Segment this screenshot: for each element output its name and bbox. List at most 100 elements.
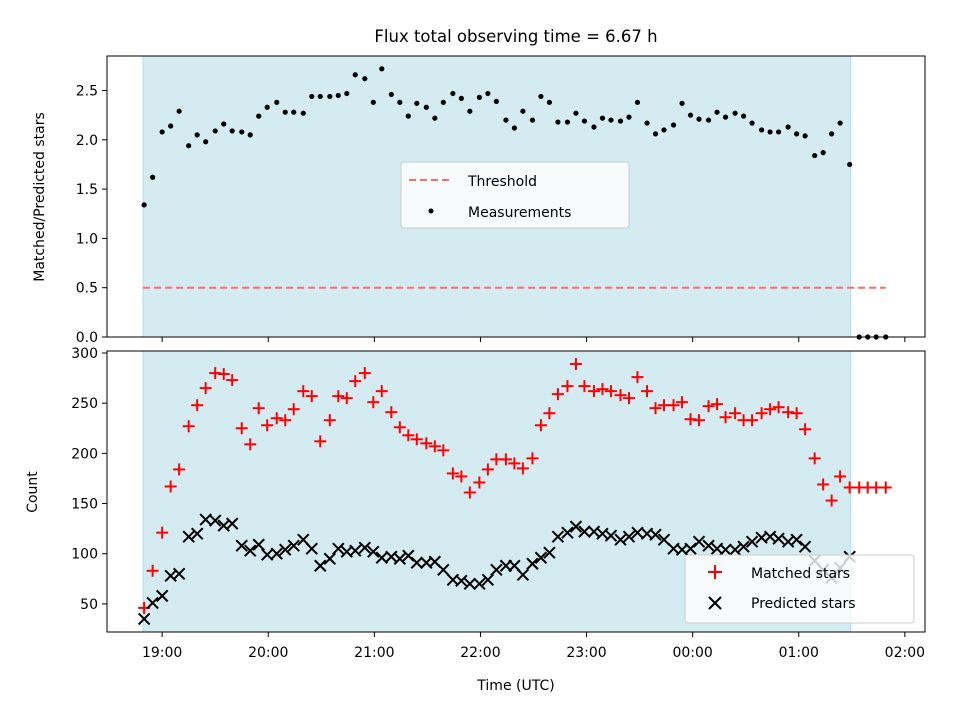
predicted-star-point-b	[190, 527, 204, 540]
predicted-star-point	[702, 539, 715, 552]
matched-star-point	[287, 403, 300, 416]
predicted-star-point-b	[657, 533, 671, 546]
predicted-star-point	[393, 552, 407, 565]
measurement-point	[485, 90, 491, 97]
matched-star-point	[641, 385, 654, 398]
predicted-star-point-b	[410, 556, 424, 569]
bottom-x-ticks: 19:00 20:00 21:00 22:00 23:00 00:00 01:00 02:00	[142, 632, 925, 661]
measurement-point	[634, 99, 641, 105]
measurement-point	[168, 123, 174, 129]
predicted-star-point-b	[463, 577, 477, 591]
measurement-point	[450, 90, 456, 97]
matched-star-point	[834, 470, 847, 483]
predicted-star-point	[772, 532, 785, 545]
matched-star-point	[499, 453, 512, 466]
measurement-point	[759, 127, 765, 133]
x-axis-label: Time (UTC)	[476, 678, 554, 694]
y-tick-label: 100	[71, 547, 98, 563]
predicted-star-point	[657, 533, 671, 546]
matched-star-point	[879, 481, 892, 494]
matched-star-point	[261, 419, 274, 432]
measurement-point	[785, 124, 791, 130]
measurement-point	[538, 93, 544, 100]
top-legend-box	[400, 161, 630, 229]
measurement-point	[661, 127, 667, 133]
measurement-point	[794, 131, 800, 137]
measurement-point	[432, 115, 438, 121]
predicted-star-point	[235, 539, 248, 552]
predicted-star-point	[737, 540, 750, 553]
predicted-star-point	[551, 530, 565, 543]
predicted-star-point-b	[622, 530, 636, 543]
measurement-point	[194, 132, 200, 138]
matched-star-point	[340, 392, 353, 405]
y-tick-label: 0.0	[76, 330, 98, 346]
predicted-star-point-b	[737, 540, 750, 553]
matched-star-point	[711, 398, 724, 411]
matched-star-point	[463, 486, 476, 499]
measurement-point	[247, 132, 253, 138]
bottom-axes-frame	[106, 350, 926, 633]
measurement-point	[221, 121, 227, 127]
measurement-point	[679, 100, 685, 106]
predicted-star-point-b	[569, 520, 583, 533]
matched-star-point	[817, 478, 830, 491]
legend-predicted-swatch	[708, 596, 722, 610]
measurement-point	[362, 76, 368, 82]
matched-star-point	[569, 358, 582, 371]
predicted-star-point	[287, 539, 300, 552]
measurement-point	[256, 113, 262, 119]
matched-star-point	[146, 564, 159, 577]
predicted-star-point	[516, 568, 530, 582]
predicted-star-point	[437, 563, 450, 576]
predicted-star-point-b	[543, 546, 556, 559]
y-tick-label: 50	[80, 597, 98, 613]
x-tick-label: 00:00	[672, 645, 712, 661]
measurement-point	[239, 129, 245, 135]
measurement-point	[767, 129, 773, 135]
measurement-point	[820, 150, 826, 156]
measurement-point	[837, 120, 843, 126]
matched-star-point	[534, 419, 547, 432]
matched-star-point	[808, 452, 821, 465]
predicted-star-point-b	[287, 539, 300, 552]
measurement-point	[150, 174, 156, 180]
top-y-ticks: 0.0 0.5 1.0 1.5 2.0 2.5	[76, 84, 107, 346]
measurement-point	[458, 95, 464, 101]
predicted-star-point-b	[437, 563, 450, 576]
matched-star-point	[649, 402, 662, 415]
predicted-star-point	[614, 533, 627, 546]
matched-star-point	[693, 414, 706, 427]
matched-star-point	[446, 467, 459, 480]
matched-star-point	[402, 429, 415, 442]
predicted-star-point	[526, 557, 539, 570]
top-panel: 0.0 0.5 1.0 1.5 2.0 2.5 Matched/Predicted sta…	[32, 55, 926, 346]
measurement-point	[546, 99, 553, 105]
predicted-star-point-b	[490, 563, 503, 576]
predicted-star-point-b	[155, 589, 169, 603]
matched-star-point	[825, 494, 838, 507]
matched-star-point	[604, 385, 617, 398]
measurement-point	[344, 90, 350, 97]
measurement-point	[687, 112, 694, 118]
matched-star-point	[455, 470, 468, 483]
measurement-point	[327, 93, 333, 100]
bottom-panel: 50 100 150 200 250 300 19:00 20:00 21:00 22:00 23…	[25, 346, 926, 694]
measurement-point	[493, 98, 499, 104]
measurement-point	[802, 133, 808, 139]
predicted-star-point	[649, 528, 662, 541]
matched-star-point	[173, 463, 186, 476]
matched-star-point	[323, 414, 336, 427]
predicted-star-point-b	[781, 535, 795, 548]
matched-star-point	[799, 423, 812, 436]
predicted-star-point-b	[675, 543, 689, 556]
matched-star-point	[551, 388, 564, 401]
y-tick-label: 250	[71, 396, 98, 412]
predicted-star-point-b	[314, 559, 327, 572]
predicted-star-point	[490, 563, 503, 576]
matched-star-point	[676, 396, 689, 409]
y-tick-label: 0.5	[76, 281, 98, 297]
matched-star-point	[622, 392, 635, 405]
predicted-star-point	[172, 567, 186, 580]
predicted-star-point-b	[217, 519, 230, 532]
